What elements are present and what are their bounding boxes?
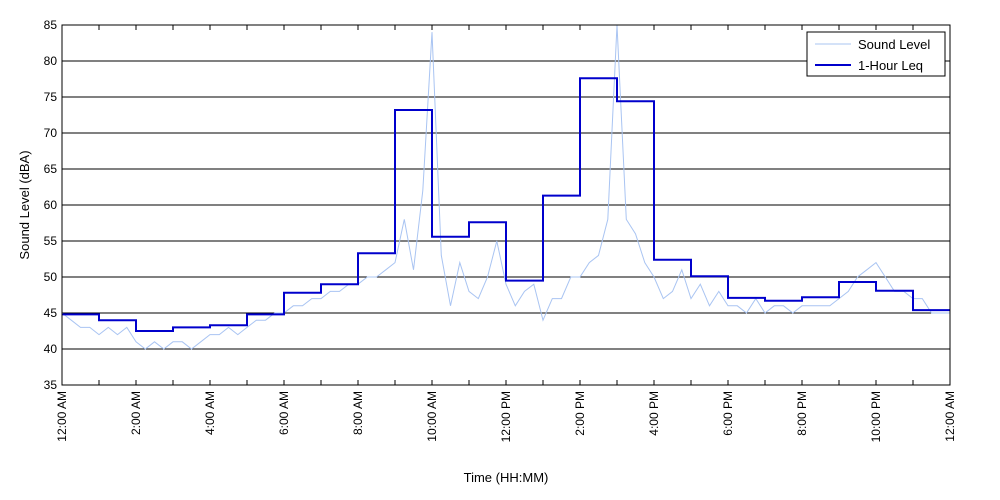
- series-group: [61, 24, 950, 350]
- x-tick-label: 4:00 PM: [647, 391, 661, 436]
- x-tick-label: 4:00 AM: [203, 391, 217, 435]
- y-tick-label: 40: [44, 342, 58, 356]
- y-tick-label: 50: [44, 270, 58, 284]
- x-tick-label: 12:00 PM: [499, 391, 513, 442]
- x-tick-label: 8:00 AM: [351, 391, 365, 435]
- x-tick-label: 10:00 AM: [425, 391, 439, 442]
- y-tick-label: 35: [44, 378, 58, 392]
- y-tick-label: 70: [44, 126, 58, 140]
- y-tick-label: 45: [44, 306, 58, 320]
- x-tick-label: 6:00 PM: [721, 391, 735, 436]
- legend: Sound Level 1-Hour Leq: [806, 31, 946, 77]
- x-tick-label: 12:00 AM: [943, 391, 957, 442]
- x-tick-label: 12:00 AM: [55, 391, 69, 442]
- x-tick-label: 2:00 AM: [129, 391, 143, 435]
- x-tick-label: 8:00 PM: [795, 391, 809, 436]
- series-sound-level-line: [61, 24, 950, 350]
- x-tick-label: 2:00 PM: [573, 391, 587, 436]
- x-tick-labels: 12:00 AM 2:00 AM 4:00 AM 6:00 AM 8:00 AM 10:0…: [55, 391, 957, 442]
- y-tick-label: 80: [44, 54, 58, 68]
- series-1-hour-leq-line: [62, 77, 950, 332]
- y-tick-labels: 35 40 45 50 55 60 65 70 75 80 85: [44, 18, 58, 392]
- y-tick-label: 85: [44, 18, 58, 32]
- legend-label-1-hour-leq: 1-Hour Leq: [858, 58, 923, 73]
- x-tick-label: 6:00 AM: [277, 391, 291, 435]
- plot-frame: [61, 24, 951, 386]
- y-tick-label: 55: [44, 234, 58, 248]
- y-tick-label: 65: [44, 162, 58, 176]
- y-tick-label: 60: [44, 198, 58, 212]
- x-tick-label: 10:00 PM: [869, 391, 883, 442]
- legend-box: [806, 31, 946, 77]
- legend-label-sound-level: Sound Level: [858, 37, 930, 52]
- x-axis-title: Time (HH:MM): [464, 470, 549, 485]
- y-tick-label: 75: [44, 90, 58, 104]
- y-axis-title: Sound Level (dBA): [17, 150, 32, 259]
